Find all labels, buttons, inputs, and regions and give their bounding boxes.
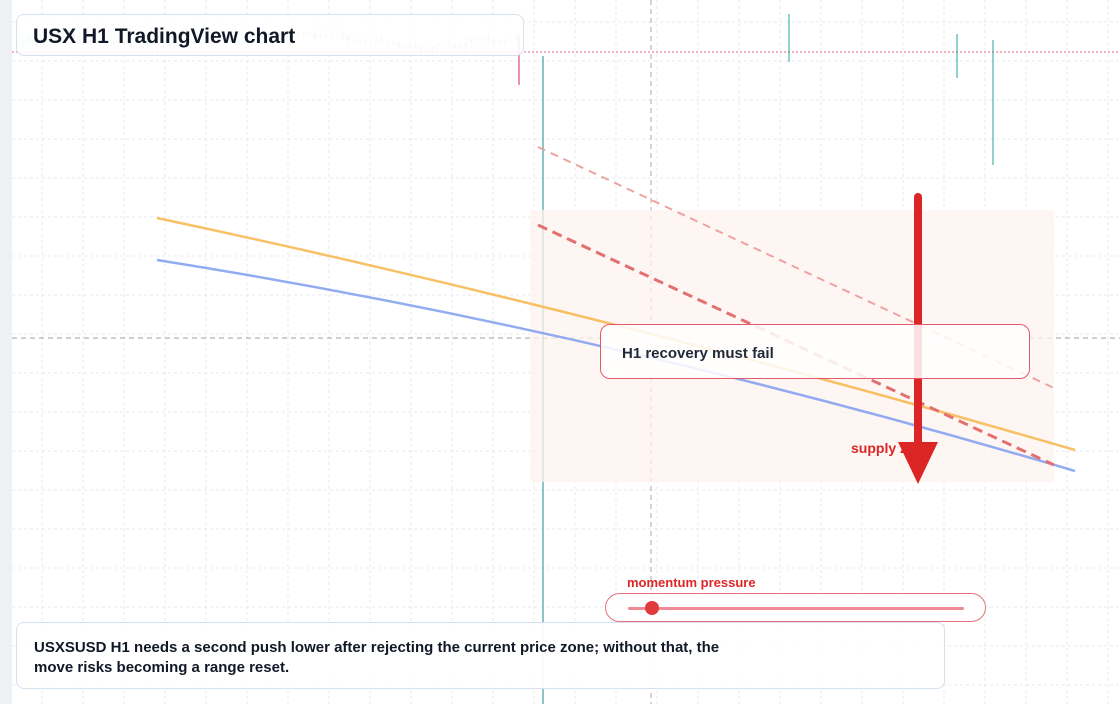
momentum-label: momentum pressure (627, 575, 756, 590)
callout-text: H1 recovery must fail (622, 345, 774, 362)
momentum-track-line (628, 607, 964, 610)
chart-title: USX H1 TradingView chart (33, 25, 296, 48)
arrow-head (898, 442, 938, 484)
supply-zone-label: supply zone (851, 440, 932, 456)
title-panel: USX H1 TradingView chart (16, 14, 524, 56)
analysis-note: USXSUSD H1 needs a second push lower aft… (16, 622, 945, 689)
price-scale-strip[interactable] (0, 0, 12, 704)
callout-box: H1 recovery must fail (600, 324, 1030, 379)
arrow-layer (898, 193, 938, 484)
analysis-note-text: USXSUSD H1 needs a second push lower aft… (34, 639, 720, 676)
momentum-slider[interactable] (605, 593, 986, 622)
momentum-knob[interactable] (644, 601, 659, 615)
trendline-upper (537, 146, 1055, 389)
